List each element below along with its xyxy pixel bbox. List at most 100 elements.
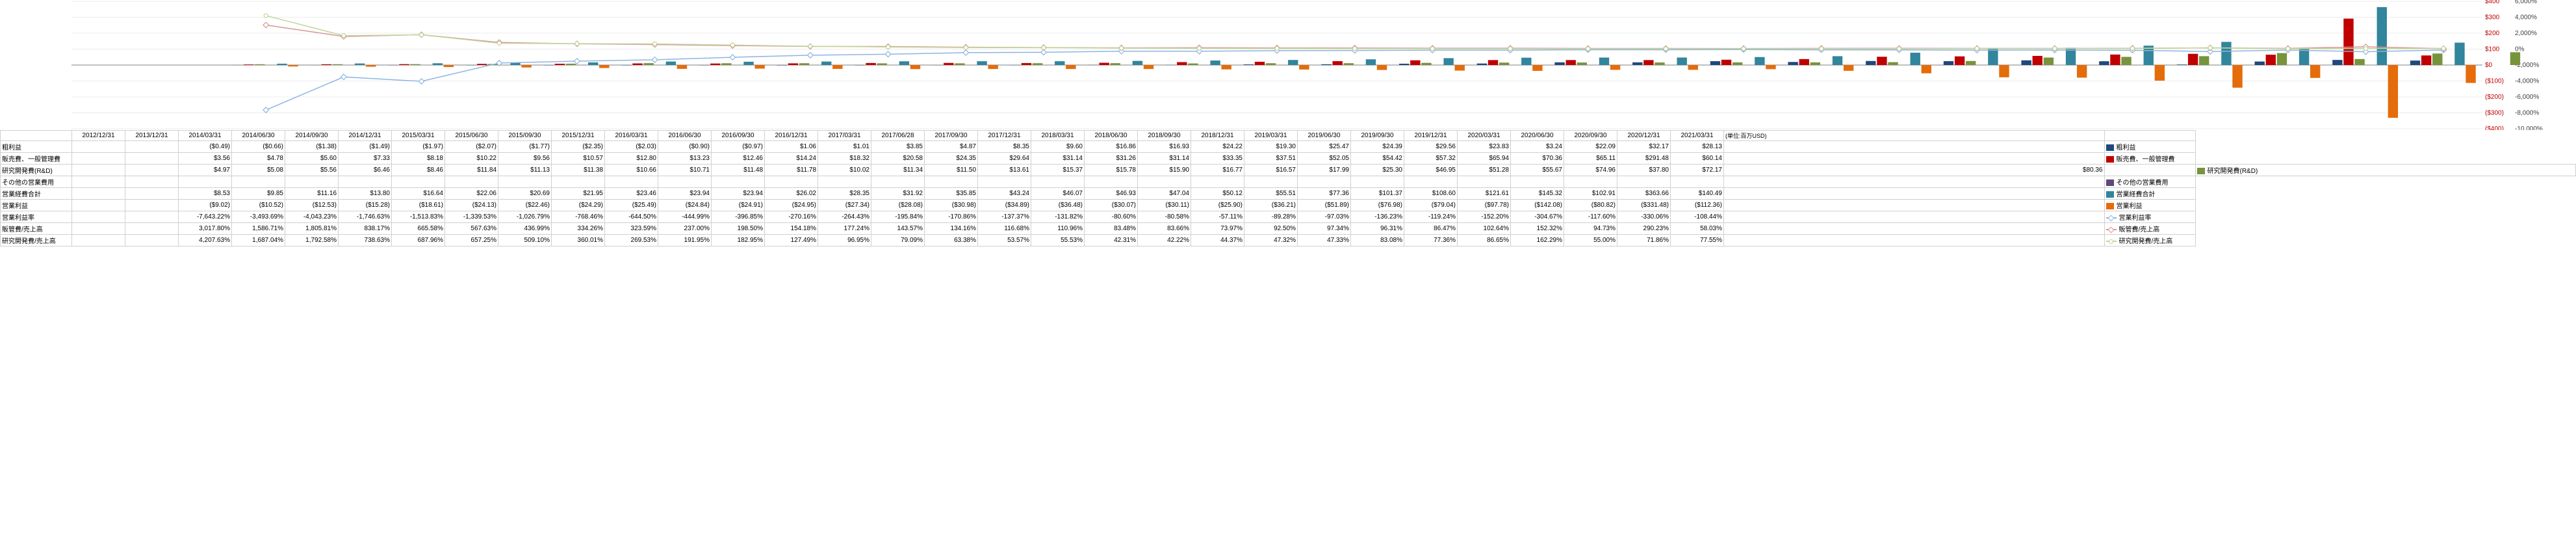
- cell: [1617, 176, 1671, 188]
- bar-rd: [1499, 62, 1509, 65]
- cell: ($36.21): [1244, 200, 1298, 211]
- bar-opex: [2454, 43, 2464, 65]
- cell: 42.31%: [1085, 235, 1138, 246]
- bar-opex: [666, 62, 676, 65]
- cell: 152.32%: [1511, 223, 1564, 235]
- cell: [125, 211, 179, 223]
- bar-sga: [1099, 63, 1109, 65]
- cell: 55.53%: [1031, 235, 1085, 246]
- bar-rd: [2044, 57, 2054, 65]
- date-header: 2016/06/30: [658, 131, 712, 141]
- bar-rd: [2510, 52, 2520, 65]
- cell: 44.37%: [1191, 235, 1244, 246]
- cell: $23.94: [658, 188, 712, 200]
- cell: -131.82%: [1031, 211, 1085, 223]
- cell: $46.07: [1031, 188, 1085, 200]
- cell: $13.23: [658, 153, 712, 165]
- cell: [1138, 176, 1191, 188]
- cell: $19.30: [1244, 141, 1298, 153]
- cell: $102.91: [1564, 188, 1617, 200]
- cell: $11.38: [552, 165, 605, 176]
- cell: ($12.53): [285, 200, 339, 211]
- bar-sga: [1255, 62, 1265, 65]
- cell: $10.71: [658, 165, 712, 176]
- bar-sga: [632, 63, 642, 65]
- bar-opex: [1133, 61, 1142, 65]
- cell: [1404, 176, 1458, 188]
- cell: [72, 188, 125, 200]
- bar-sga: [788, 63, 798, 65]
- cell: $4.87: [925, 141, 978, 153]
- cell: $140.49: [1671, 188, 1724, 200]
- cell: [871, 176, 925, 188]
- cell: $65.11: [1564, 153, 1617, 165]
- cell: [125, 141, 179, 153]
- cell: -330.06%: [1617, 211, 1671, 223]
- bar-gp: [2332, 60, 2342, 65]
- bar-gp: [2255, 62, 2265, 65]
- bar-op: [2077, 65, 2087, 77]
- cell: [1191, 176, 1244, 188]
- cell: $70.36: [1511, 153, 1564, 165]
- cell: $5.60: [285, 153, 339, 165]
- bar-sga: [1643, 60, 1653, 65]
- cell: $31.14: [1031, 153, 1085, 165]
- cell: ($0.97): [712, 141, 765, 153]
- bar-rd: [721, 63, 731, 65]
- row-label-sgapct: 販管費/売上高: [1, 223, 72, 235]
- cell: ($1.77): [498, 141, 552, 153]
- cell: 738.63%: [339, 235, 392, 246]
- cell: $35.85: [925, 188, 978, 200]
- cell: $11.78: [765, 165, 818, 176]
- cell: $37.80: [1617, 165, 1671, 176]
- cell: ($24.91): [712, 200, 765, 211]
- cell: ($9.02): [179, 200, 232, 211]
- cell: ($0.49): [179, 141, 232, 153]
- cell: ($331.48): [1617, 200, 1671, 211]
- date-header: 2019/06/30: [1298, 131, 1351, 141]
- cell: 71.86%: [1617, 235, 1671, 246]
- cell: [72, 200, 125, 211]
- cell: ($24.95): [765, 200, 818, 211]
- cell: 1,805.81%: [285, 223, 339, 235]
- cell: ($27.34): [818, 200, 871, 211]
- cell: $10.57: [552, 153, 605, 165]
- cell: -80.60%: [1085, 211, 1138, 223]
- bar-sga: [1022, 63, 1031, 65]
- cell: $80.36: [1724, 165, 2105, 176]
- row-label-other: その他の営業費用: [1, 176, 72, 188]
- cell: [125, 153, 179, 165]
- cell: [285, 176, 339, 188]
- date-header: 2017/06/28: [871, 131, 925, 141]
- cell: $23.83: [1458, 141, 1511, 153]
- cell: -57.11%: [1191, 211, 1244, 223]
- cell: $10.22: [445, 153, 498, 165]
- cell: 77.36%: [1404, 235, 1458, 246]
- cell: [72, 165, 125, 176]
- bar-rd: [1111, 63, 1120, 65]
- bar-sga: [2110, 55, 2120, 65]
- cell: -1,513.83%: [392, 211, 445, 223]
- cell: $22.09: [1564, 141, 1617, 153]
- cell: 1,792.58%: [285, 235, 339, 246]
- bar-rd: [1344, 63, 1354, 65]
- bar-gp: [1244, 64, 1254, 65]
- cell: ($34.89): [978, 200, 1031, 211]
- bar-rd: [2277, 53, 2287, 65]
- bar-op: [2155, 65, 2165, 81]
- bar-gp: [1554, 62, 1564, 65]
- cell: $11.84: [445, 165, 498, 176]
- cell: 182.95%: [712, 235, 765, 246]
- date-header: 2017/09/30: [925, 131, 978, 141]
- cell: $31.26: [1085, 153, 1138, 165]
- cell: [232, 176, 285, 188]
- cell: -270.16%: [765, 211, 818, 223]
- date-header: 2016/03/31: [605, 131, 658, 141]
- cell: $16.86: [1085, 141, 1138, 153]
- cell: 110.96%: [1031, 223, 1085, 235]
- cell: -396.85%: [712, 211, 765, 223]
- date-header: 2016/12/31: [765, 131, 818, 141]
- bar-rd: [1655, 62, 1664, 65]
- date-header: 2015/06/30: [445, 131, 498, 141]
- cell: [72, 176, 125, 188]
